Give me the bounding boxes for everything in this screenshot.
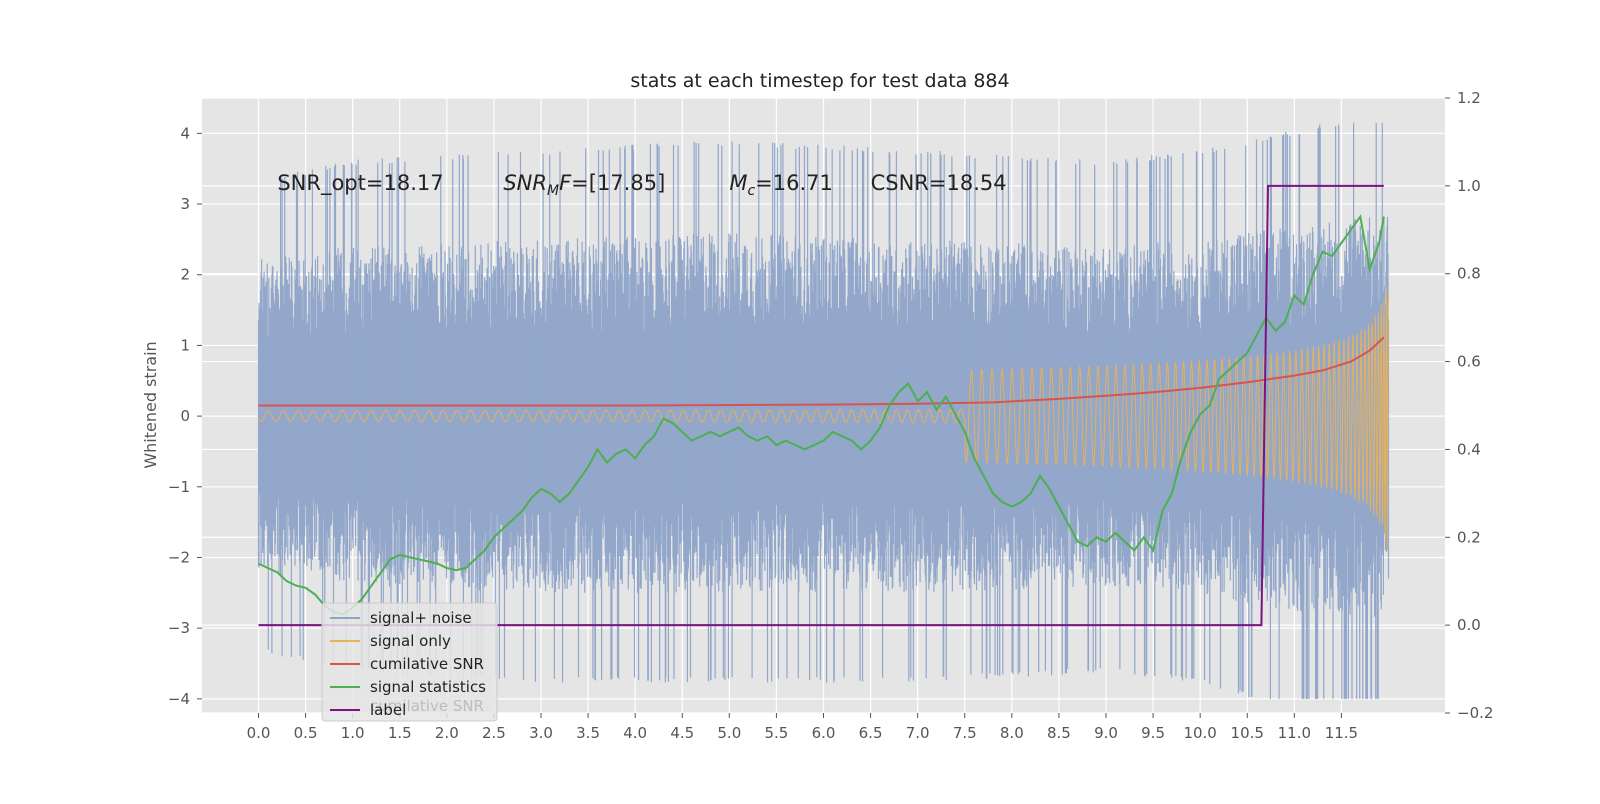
legend-label: signal+ noise <box>370 609 472 627</box>
legend-box <box>321 602 498 722</box>
legend-label: signal statistics <box>370 678 486 696</box>
y-tick-label: 4 <box>180 124 190 142</box>
x-tick-label: 1.5 <box>388 724 412 742</box>
y-axis-label: Whitened strain <box>141 341 160 468</box>
annotation-text: SNR_opt=18.17 <box>277 171 443 196</box>
series-signal-statistics <box>258 214 1385 616</box>
y2-tick-label: 0.6 <box>1457 353 1481 371</box>
y-tick-label: 0 <box>180 407 190 425</box>
x-tick-label: 5.5 <box>764 724 788 742</box>
annotation-text: CSNR=18.54 <box>871 171 1007 195</box>
annotation-text: SNRMF=[17.85] <box>503 171 665 199</box>
x-tick-label: 0.0 <box>247 724 271 742</box>
series-cumulative-snr <box>258 336 1385 407</box>
legend-label: cumilative SNR <box>370 655 484 673</box>
x-tick-label: 2.0 <box>435 724 459 742</box>
x-tick-label: 7.0 <box>906 724 930 742</box>
legend-ghost-text: cumilative SNR <box>370 697 484 715</box>
legend: cumilative SNR signal+ noise signal only cu… <box>321 602 498 722</box>
y2-tick-label: −0.2 <box>1457 704 1493 722</box>
y-tick-label: −1 <box>168 478 190 496</box>
x-tick-label: 10.0 <box>1183 724 1216 742</box>
x-tick-label: 9.5 <box>1141 724 1165 742</box>
annotation-text: Mc=16.71 <box>729 171 833 199</box>
x-tick-label: 0.5 <box>294 724 318 742</box>
y-tick-label: −4 <box>168 690 190 708</box>
y2-tick-label: 1.0 <box>1457 177 1481 195</box>
x-tick-label: 9.0 <box>1094 724 1118 742</box>
y2-tick-label: 0.8 <box>1457 265 1481 283</box>
series-label <box>258 184 1384 627</box>
y2-tick-label: 1.2 <box>1457 89 1481 107</box>
y-tick-label: 3 <box>180 195 190 213</box>
annotations: SNR_opt=18.17 SNRMF=[17.85] Mc=16.71 CSNR=1… <box>277 171 1006 199</box>
legend-label: label <box>370 701 406 719</box>
y2-tick-label: 0.2 <box>1457 528 1481 546</box>
x-tick-label: 2.5 <box>482 724 506 742</box>
y2-tick-label: 0.4 <box>1457 440 1481 458</box>
x-tick-label: 5.0 <box>717 724 741 742</box>
y-tick-label: −3 <box>168 619 190 637</box>
x-tick-label: 4.5 <box>670 724 694 742</box>
x-tick-label: 3.0 <box>529 724 553 742</box>
y-tick-label: 2 <box>180 266 190 284</box>
x-tick-label: 3.5 <box>576 724 600 742</box>
x-tick-label: 10.5 <box>1231 724 1264 742</box>
x-tick-label: 6.0 <box>812 724 836 742</box>
legend-label: signal only <box>370 632 451 650</box>
chart-title: stats at each timestep for test data 884 <box>630 70 1009 92</box>
series-layer <box>257 122 1390 699</box>
x-tick-label: 6.5 <box>859 724 883 742</box>
x-tick-label: 7.5 <box>953 724 977 742</box>
y-tick-label: 1 <box>180 336 190 354</box>
x-tick-label: 8.0 <box>1000 724 1024 742</box>
x-tick-label: 11.5 <box>1325 724 1358 742</box>
x-tick-label: 8.5 <box>1047 724 1071 742</box>
x-tick-label: 1.0 <box>341 724 365 742</box>
series-signal-only <box>258 287 1389 549</box>
y2-tick-label: 0.0 <box>1457 616 1481 634</box>
x-tick-label: 4.0 <box>623 724 647 742</box>
x-tick-label: 11.0 <box>1278 724 1311 742</box>
axes: 0.0 0.5 1.0 1.5 2.0 2.5 3.0 3.5 4.0 4.5 5.0 5.5 6.0 6… <box>168 89 1494 742</box>
y-tick-label: −2 <box>168 548 190 566</box>
